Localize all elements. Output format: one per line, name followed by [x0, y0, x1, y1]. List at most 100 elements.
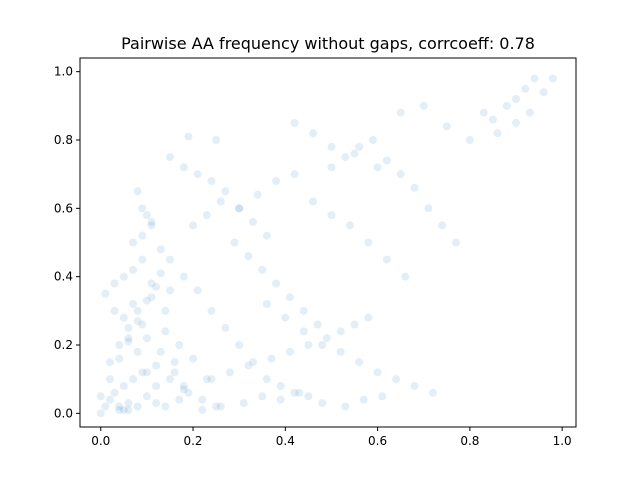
scatter-point	[115, 341, 124, 349]
scatter-point	[548, 74, 557, 83]
scatter-point	[184, 388, 193, 397]
x-axis: 0.0 0.2 0.4 0.6 0.8 1.0	[91, 427, 572, 448]
scatter-point	[345, 221, 354, 230]
scatter-point	[304, 392, 313, 401]
scatter-point	[147, 293, 156, 302]
scatter-point	[290, 118, 299, 127]
scatter-point	[193, 170, 202, 179]
scatter-point	[239, 399, 248, 408]
scatter-point	[428, 388, 437, 397]
scatter-point	[110, 306, 119, 315]
scatter-point	[465, 136, 474, 144]
scatter-point	[170, 368, 179, 377]
scatter-point	[110, 279, 119, 288]
scatter-point	[189, 354, 198, 363]
scatter-point	[309, 197, 317, 206]
scatter-point	[170, 358, 179, 367]
scatter-point	[152, 282, 161, 291]
scatter-point	[138, 231, 147, 240]
scatter-point	[373, 163, 382, 172]
scatter-point	[364, 238, 373, 247]
scatter-point	[304, 341, 313, 349]
scatter-point	[327, 142, 336, 151]
scatter-point	[133, 317, 142, 326]
scatter-point	[119, 382, 128, 390]
x-tick-label: 0.8	[460, 434, 479, 448]
chart-title: Pairwise AA frequency without gaps, corr…	[121, 34, 535, 53]
scatter-point	[249, 218, 258, 226]
scatter-point	[401, 272, 410, 281]
scatter-point	[179, 272, 188, 281]
scatter-point	[198, 405, 207, 414]
scatter-point	[382, 255, 391, 264]
scatter-point	[129, 265, 138, 274]
scatter-point	[165, 153, 174, 162]
scatter-point	[152, 361, 161, 370]
scatter-point	[96, 392, 105, 401]
scatter-point	[216, 402, 225, 411]
scatter-point	[230, 238, 239, 247]
y-tick-label: 0.0	[54, 406, 73, 420]
scatter-point	[235, 341, 244, 349]
scatter-point	[207, 375, 216, 384]
scatter-point	[212, 136, 221, 144]
scatter-point	[207, 306, 216, 315]
x-tick-label: 0.6	[368, 434, 387, 448]
scatter-point	[156, 245, 165, 254]
scatter-point	[147, 221, 156, 230]
scatter-point	[165, 286, 174, 295]
scatter-point	[119, 272, 128, 281]
scatter-point	[142, 296, 151, 305]
scatter-point	[147, 218, 156, 226]
scatter-point	[138, 255, 147, 264]
scatter-point	[244, 361, 253, 370]
y-tick-label: 0.4	[54, 270, 73, 284]
scatter-point	[198, 395, 207, 404]
scatter-point	[341, 402, 350, 411]
scatter-point	[216, 197, 225, 206]
scatter-point	[119, 313, 128, 322]
scatter-point	[493, 129, 502, 138]
scatter-point	[124, 405, 133, 414]
scatter-point	[142, 368, 151, 377]
scatter-point	[530, 74, 539, 83]
scatter-point	[299, 306, 308, 315]
scatter-point	[355, 142, 364, 151]
scatter-point	[175, 341, 184, 349]
scatter-point	[355, 358, 364, 367]
scatter-point	[382, 156, 391, 165]
scatter-point	[110, 388, 119, 397]
scatter-point	[512, 95, 521, 103]
scatter-point	[105, 395, 114, 404]
scatter-point	[184, 132, 193, 141]
scatter-point	[124, 334, 133, 343]
scatter-point	[341, 153, 350, 162]
x-tick-label: 0.0	[91, 434, 110, 448]
scatter-point	[221, 323, 230, 332]
y-tick-label: 0.6	[54, 201, 73, 215]
scatter-point	[290, 388, 299, 397]
scatter-point	[165, 375, 174, 384]
scatter-point	[133, 187, 142, 196]
scatter-point	[336, 327, 345, 336]
scatter-point	[161, 402, 170, 411]
scatter-point	[276, 395, 285, 404]
scatter-point	[189, 221, 198, 230]
scatter-point	[267, 354, 276, 363]
scatter-point	[525, 108, 534, 117]
scatter-point	[272, 279, 281, 288]
scatter-point	[156, 347, 165, 356]
scatter-point	[378, 392, 387, 401]
y-axis: 0.0 0.2 0.4 0.6 0.8 1.0	[54, 65, 80, 420]
scatter-point	[152, 382, 161, 390]
scatter-point	[350, 149, 359, 158]
scatter-point	[175, 395, 184, 404]
scatter-point	[142, 392, 151, 401]
scatter-point	[96, 409, 105, 418]
scatter-point	[124, 323, 133, 332]
scatter-point	[101, 402, 110, 411]
scatter-point	[165, 255, 174, 264]
scatter-point	[262, 300, 271, 308]
plot-frame	[79, 57, 577, 428]
